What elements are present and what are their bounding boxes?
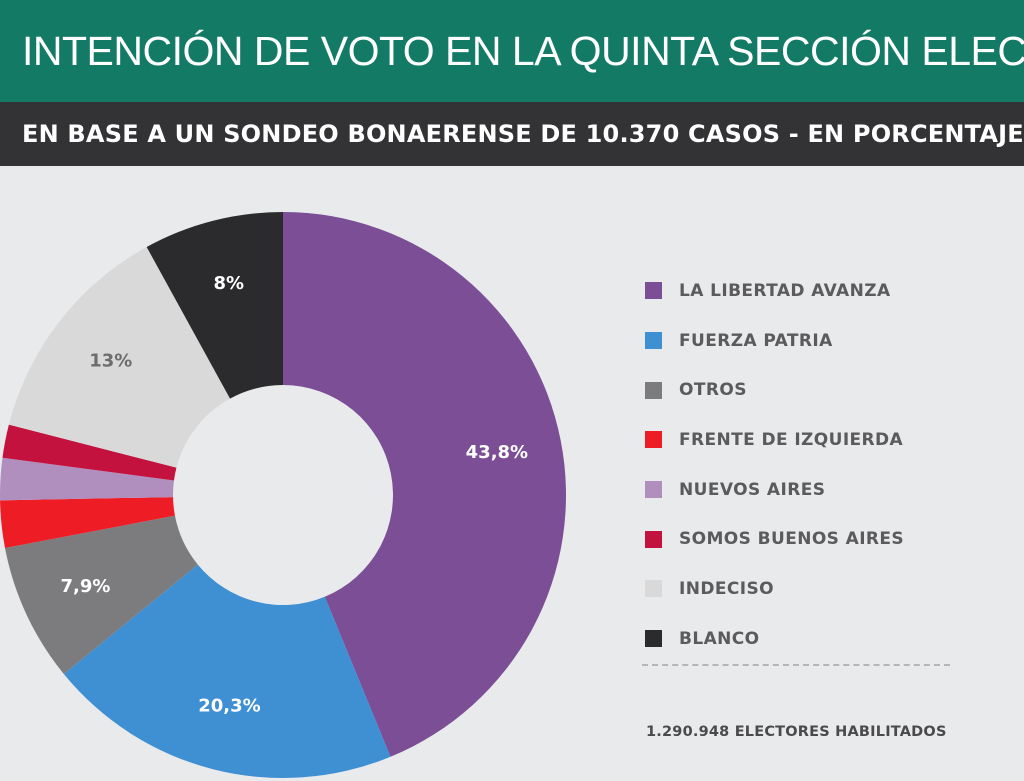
legend-item-fuerza-patria: FUERZA PATRIA <box>645 316 975 366</box>
donut-slice-blanco <box>146 212 283 399</box>
donut-slice-otros <box>5 515 198 675</box>
legend-item-indeciso: INDECISO <box>645 564 975 614</box>
legend-label: LA LIBERTAD AVANZA <box>679 280 891 301</box>
legend-swatch <box>645 332 662 350</box>
legend-divider <box>642 664 950 666</box>
donut-slice-fuerza-patria <box>63 564 391 779</box>
legend-label: OTROS <box>679 380 747 401</box>
legend-label: INDECISO <box>679 578 774 599</box>
legend-label: BLANCO <box>679 628 760 649</box>
legend-item-frente-de-izquierda: FRENTE DE IZQUIERDA <box>645 415 975 465</box>
donut-slice-frente-de-izquierda <box>0 497 175 549</box>
legend: LA LIBERTAD AVANZA FUERZA PATRIA OTROS FREN… <box>645 266 975 664</box>
legend-swatch <box>645 630 662 648</box>
legend-swatch <box>645 580 662 598</box>
footnote: 1.290.948 ELECTORES HABILITADOS <box>646 724 947 740</box>
data-label-otros: 7,9% <box>60 576 110 597</box>
legend-swatch <box>645 431 662 449</box>
donut-slice-indeciso <box>8 247 231 468</box>
donut-slice-la-libertad-avanza <box>283 212 567 757</box>
data-label-blanco: 8% <box>214 273 245 294</box>
legend-item-la-libertad-avanza: LA LIBERTAD AVANZA <box>645 266 975 316</box>
legend-label: SOMOS BUENOS AIRES <box>679 529 905 550</box>
legend-item-otros: OTROS <box>645 365 975 415</box>
legend-item-blanco: BLANCO <box>645 614 975 664</box>
legend-swatch <box>645 282 662 300</box>
legend-label: FUERZA PATRIA <box>679 330 833 351</box>
donut-slice-nuevos-aires <box>0 457 174 501</box>
legend-swatch <box>645 381 662 399</box>
legend-swatch <box>645 530 662 548</box>
data-label-indeciso: 13% <box>89 350 132 371</box>
legend-label: FRENTE DE IZQUIERDA <box>679 429 904 450</box>
legend-item-somos-buenos-aires: SOMOS BUENOS AIRES <box>645 514 975 564</box>
donut-slice-somos-buenos-aires <box>2 424 177 481</box>
data-label-fuerza-patria: 20,3% <box>198 695 260 716</box>
legend-label: NUEVOS AIRES <box>679 479 826 500</box>
chart-title: INTENCIÓN DE VOTO EN LA QUINTA SECCIÓN E… <box>0 0 1024 102</box>
data-label-la-libertad-avanza: 43,8% <box>466 442 528 463</box>
chart-subtitle: EN BASE A UN SONDEO BONAERENSE DE 10.370… <box>0 102 1024 166</box>
donut-chart: 43,8% 20,3% 7,9% 13% 8% <box>0 212 567 779</box>
legend-item-nuevos-aires: NUEVOS AIRES <box>645 465 975 515</box>
legend-swatch <box>645 481 662 499</box>
